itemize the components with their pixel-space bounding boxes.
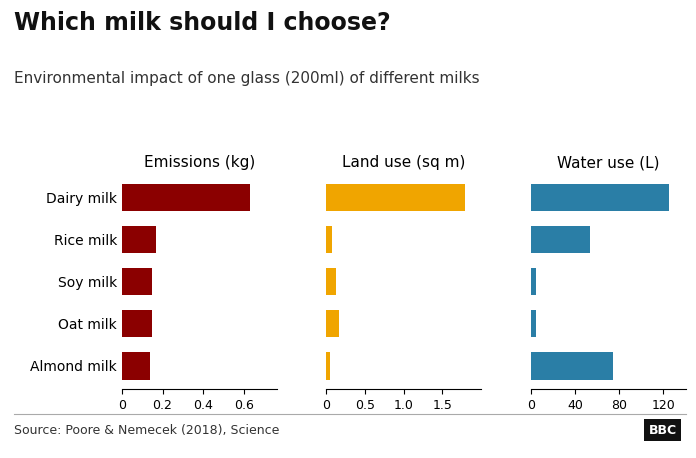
Title: Emissions (kg): Emissions (kg): [143, 155, 255, 170]
Text: Which milk should I choose?: Which milk should I choose?: [14, 11, 390, 35]
Bar: [122, 184, 250, 211]
Bar: [326, 184, 465, 211]
Bar: [122, 268, 152, 295]
Bar: [530, 310, 536, 338]
Bar: [326, 226, 332, 253]
Bar: [530, 226, 590, 253]
Title: Land use (sq m): Land use (sq m): [342, 155, 466, 170]
Text: BBC: BBC: [649, 424, 677, 436]
Bar: [530, 184, 669, 211]
Bar: [530, 268, 536, 295]
Bar: [530, 352, 612, 380]
Bar: [326, 310, 339, 338]
Bar: [122, 352, 150, 380]
Title: Water use (L): Water use (L): [557, 155, 659, 170]
Text: Environmental impact of one glass (200ml) of different milks: Environmental impact of one glass (200ml…: [14, 71, 480, 86]
Bar: [326, 268, 336, 295]
Bar: [122, 226, 157, 253]
Bar: [326, 352, 330, 380]
Bar: [122, 310, 152, 338]
Text: Source: Poore & Nemecek (2018), Science: Source: Poore & Nemecek (2018), Science: [14, 424, 279, 436]
